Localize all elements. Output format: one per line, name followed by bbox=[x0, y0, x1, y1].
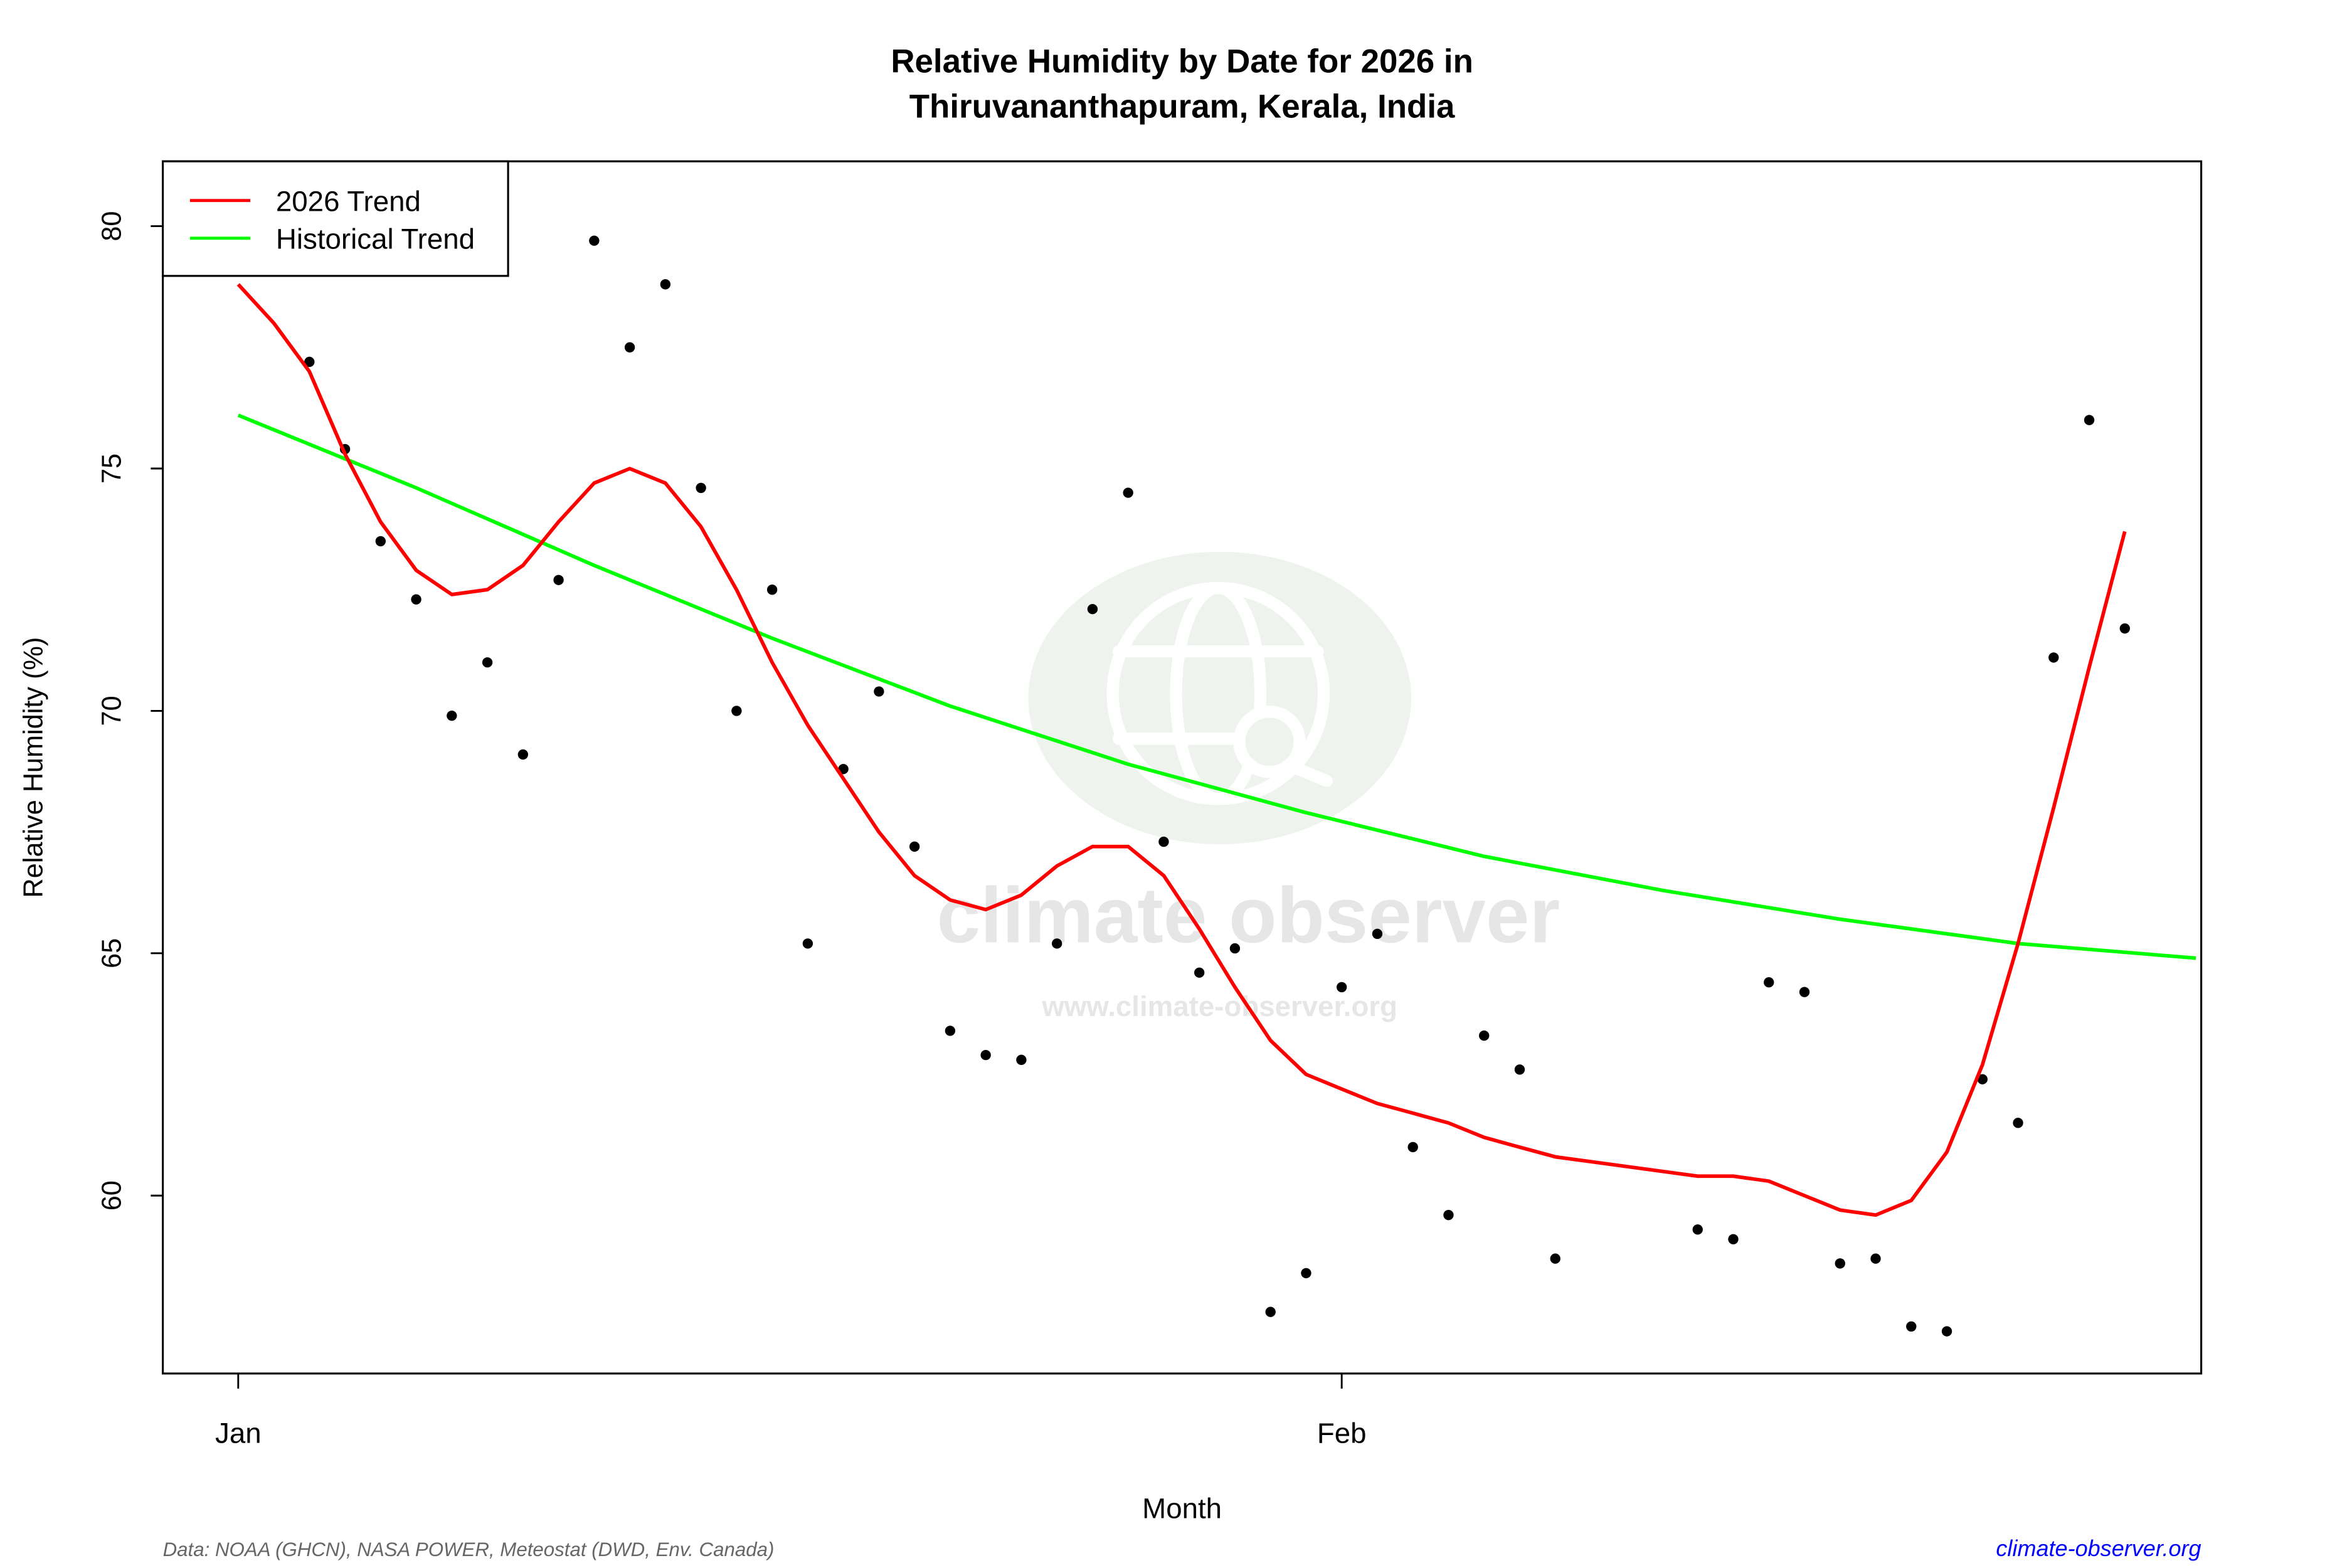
watermark-url: www.climate-observer.org bbox=[1041, 990, 1397, 1022]
data-point bbox=[517, 749, 529, 760]
footer-source: Data: NOAA (GHCN), NASA POWER, Meteostat… bbox=[163, 1539, 775, 1560]
data-point bbox=[874, 686, 884, 697]
plot-frame bbox=[162, 160, 2203, 1375]
data-point bbox=[1514, 1064, 1525, 1075]
y-tick-label: 80 bbox=[97, 211, 127, 241]
data-point bbox=[731, 706, 742, 716]
data-point bbox=[909, 841, 920, 852]
data-point bbox=[1123, 487, 1133, 498]
data-point bbox=[1906, 1321, 1917, 1332]
data-point bbox=[1443, 1209, 1454, 1221]
data-point bbox=[1407, 1142, 1418, 1153]
data-point bbox=[2119, 623, 2130, 634]
data-point bbox=[624, 342, 635, 352]
data-point bbox=[2084, 415, 2095, 425]
data-point bbox=[1158, 836, 1169, 847]
data-point bbox=[1550, 1253, 1560, 1264]
data-point bbox=[1372, 928, 1383, 940]
data-point bbox=[766, 585, 778, 595]
data-point bbox=[1692, 1224, 1703, 1235]
data-point bbox=[1016, 1054, 1027, 1066]
data-point bbox=[2048, 652, 2059, 663]
globe-search-icon bbox=[1106, 581, 1333, 805]
y-axis-label: Relative Humidity (%) bbox=[18, 637, 48, 898]
y-tick-label: 70 bbox=[97, 696, 127, 726]
x-tick-label: Jan bbox=[215, 1417, 262, 1449]
legend-label-2026: 2026 Trend bbox=[276, 186, 421, 218]
data-point bbox=[1479, 1030, 1490, 1041]
data-point bbox=[1087, 603, 1098, 615]
chart-subtitle: Thiruvananthapuram, Kerala, India bbox=[909, 88, 1455, 125]
data-point bbox=[1301, 1268, 1311, 1279]
data-point bbox=[945, 1025, 956, 1036]
y-tick-label: 60 bbox=[97, 1180, 127, 1210]
data-point bbox=[1941, 1326, 1952, 1337]
data-point bbox=[1870, 1253, 1881, 1264]
data-point bbox=[696, 482, 706, 494]
legend-box bbox=[162, 160, 509, 277]
data-point bbox=[1265, 1306, 1276, 1317]
data-point bbox=[447, 710, 457, 721]
data-point bbox=[589, 235, 600, 246]
legend-label-historical: Historical Trend bbox=[276, 223, 475, 255]
data-point bbox=[553, 575, 564, 585]
x-axis-label: Month bbox=[1142, 1493, 1222, 1525]
data-point bbox=[980, 1049, 991, 1061]
data-point bbox=[1051, 938, 1062, 949]
trend-2026-line bbox=[236, 283, 2127, 1217]
data-point bbox=[1799, 987, 1810, 997]
data-point bbox=[304, 356, 315, 368]
data-point bbox=[1337, 982, 1347, 993]
data-point bbox=[1728, 1234, 1739, 1244]
data-point bbox=[375, 536, 386, 547]
data-point bbox=[1229, 943, 1241, 954]
y-tick-label: 75 bbox=[97, 453, 127, 484]
data-point bbox=[1194, 967, 1205, 978]
data-point bbox=[1764, 977, 1774, 988]
data-point bbox=[802, 938, 813, 949]
watermark-brand: climate observer bbox=[937, 872, 1560, 959]
data-point bbox=[660, 279, 671, 290]
data-point bbox=[411, 594, 421, 605]
footer-site-link[interactable]: climate-observer.org bbox=[1996, 1535, 2201, 1561]
data-point bbox=[482, 657, 493, 668]
y-tick-label: 65 bbox=[97, 938, 127, 968]
data-point bbox=[1835, 1258, 1845, 1269]
chart-title: Relative Humidity by Date for 2026 in bbox=[891, 43, 1473, 80]
watermark: climate observer www.climate-observer.or… bbox=[937, 551, 1560, 1022]
historical-trend-line bbox=[237, 413, 2196, 960]
data-point bbox=[2013, 1118, 2023, 1128]
data-point bbox=[1977, 1074, 1988, 1084]
x-tick-label: Feb bbox=[1317, 1417, 1367, 1449]
legend: 2026 Trend Historical Trend bbox=[162, 160, 509, 277]
